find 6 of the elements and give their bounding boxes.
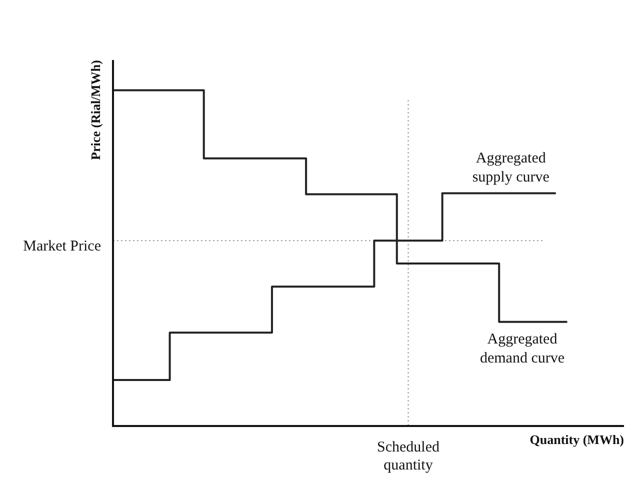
series-label: Aggregated demand curve [480, 331, 565, 366]
series-label: Aggregated supply curve [472, 150, 550, 186]
text: Scheduled quantity [377, 439, 440, 474]
y-axis-title: Price (Rial/MWh) [88, 60, 103, 160]
x-axis-title: Quantity (MWh) [530, 432, 624, 447]
ref-line-label: Market Price [23, 238, 102, 255]
